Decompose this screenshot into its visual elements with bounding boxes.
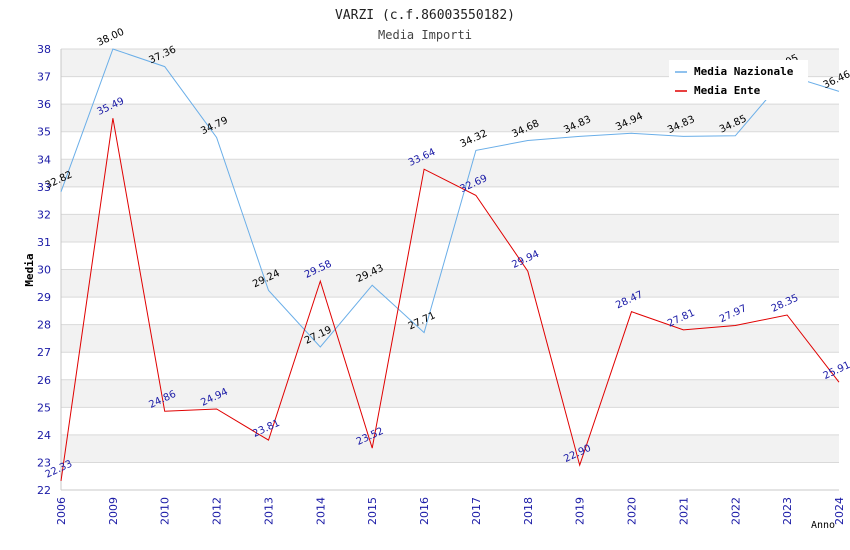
x-tick-label: 2010 bbox=[159, 497, 172, 525]
y-tick-label: 34 bbox=[37, 153, 51, 166]
x-tick-label: 2019 bbox=[574, 497, 587, 525]
y-tick-label: 23 bbox=[37, 456, 51, 469]
series-lines bbox=[60, 48, 840, 481]
y-tick-label: 22 bbox=[37, 484, 51, 497]
data-label: 38.00 bbox=[95, 27, 126, 49]
y-tick-label: 29 bbox=[37, 291, 51, 304]
x-tick-label: 2015 bbox=[366, 497, 379, 525]
y-axis-ticks: 22 23 24 25 26 27 28 29 30 31 32 33 34 35 36 37 38 bbox=[37, 43, 51, 497]
y-tick-label: 32 bbox=[37, 208, 51, 221]
legend-label-media-nazionale: Media Nazionale bbox=[694, 65, 794, 78]
x-axis-ticks: 2006 2009 2010 2012 2013 2014 2015 2016 2017 2018… bbox=[55, 497, 846, 525]
y-tick-label: 28 bbox=[37, 319, 51, 332]
chart-title: VARZI (c.f.86003550182) bbox=[335, 8, 515, 23]
x-tick-label: 2009 bbox=[107, 497, 120, 525]
y-tick-label: 31 bbox=[37, 236, 51, 249]
legend-label-media-ente: Media Ente bbox=[694, 84, 761, 97]
x-tick-label: 2006 bbox=[55, 497, 68, 525]
x-tick-label: 2014 bbox=[314, 497, 327, 525]
series-line-media-nazionale bbox=[60, 48, 840, 348]
y-axis-label: Media bbox=[23, 253, 36, 286]
chart-subtitle: Media Importi bbox=[378, 28, 472, 42]
y-tick-label: 26 bbox=[37, 374, 51, 387]
x-tick-label: 2012 bbox=[211, 497, 224, 525]
x-tick-label: 2021 bbox=[677, 497, 690, 525]
x-tick-label: 2017 bbox=[470, 497, 483, 525]
x-tick-label: 2013 bbox=[262, 497, 275, 525]
grid-band bbox=[61, 214, 839, 242]
data-label: 32.82 bbox=[44, 169, 75, 191]
grid-lines bbox=[61, 48, 839, 491]
data-label: 27.97 bbox=[718, 303, 749, 325]
y-tick-label: 24 bbox=[37, 429, 51, 442]
y-tick-label: 37 bbox=[37, 71, 51, 84]
y-tick-label: 38 bbox=[37, 43, 51, 56]
grid-band bbox=[61, 434, 839, 463]
axes bbox=[60, 49, 839, 491]
series-line-media-ente bbox=[60, 118, 840, 481]
y-tick-label: 25 bbox=[37, 401, 51, 414]
x-tick-label: 2016 bbox=[418, 497, 431, 525]
x-tick-label: 2024 bbox=[833, 497, 846, 525]
grid-band bbox=[61, 104, 839, 132]
x-tick-label: 2022 bbox=[729, 497, 742, 525]
y-tick-label: 33 bbox=[37, 181, 51, 194]
legend-box bbox=[669, 60, 808, 100]
y-tick-label: 30 bbox=[37, 264, 51, 277]
grid-bands bbox=[61, 49, 839, 463]
grid-band bbox=[61, 269, 839, 298]
grid-band bbox=[61, 324, 839, 353]
x-axis-label: Anno bbox=[811, 520, 835, 531]
y-tick-label: 27 bbox=[37, 346, 51, 359]
y-tick-label: 36 bbox=[37, 98, 51, 111]
x-tick-label: 2023 bbox=[781, 497, 794, 525]
x-tick-label: 2020 bbox=[626, 497, 639, 525]
legend: Media Nazionale Media Ente bbox=[669, 60, 808, 100]
y-tick-label: 35 bbox=[37, 126, 51, 139]
grid-band bbox=[61, 379, 839, 408]
x-tick-label: 2018 bbox=[522, 497, 535, 525]
